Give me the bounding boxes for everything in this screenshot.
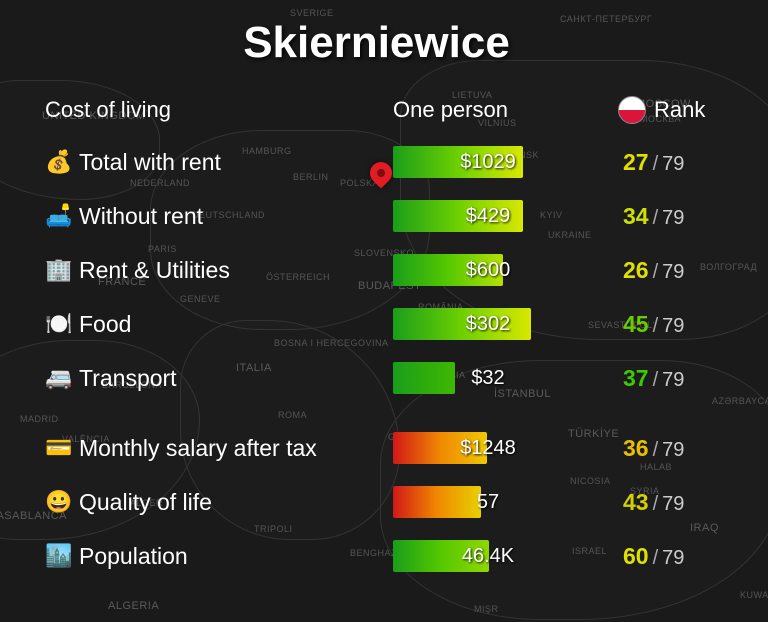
row-bar: $600: [393, 254, 583, 286]
row-bar: $429: [393, 200, 583, 232]
row-rank: 60/79: [623, 543, 684, 570]
rank-total: 79: [662, 493, 684, 516]
row-label: Total with rent: [79, 149, 393, 176]
row-rank: 26/79: [623, 257, 684, 284]
row-icon: 🚐: [45, 365, 79, 391]
header-one-person: One person: [393, 97, 583, 123]
row-label: Food: [79, 311, 393, 338]
rank-total: 79: [662, 261, 684, 284]
row-label: Population: [79, 543, 393, 570]
rank-total: 79: [662, 547, 684, 570]
row-bar: 46.4K: [393, 540, 583, 572]
bar-value: 57: [393, 486, 583, 518]
data-rows: 💰Total with rent$1029 27/79 🛋️Without rent…: [45, 138, 738, 580]
row-label: Monthly salary after tax: [79, 435, 393, 462]
rank-number: 36: [623, 435, 649, 462]
poland-flag-icon: [618, 96, 646, 124]
rank-number: 60: [623, 543, 649, 570]
data-row: 🚐Transport$32 37/79: [45, 354, 738, 402]
map-label: KUWAIT: [740, 590, 768, 600]
row-icon: 😀: [45, 489, 79, 515]
map-label: MIŞR: [474, 604, 499, 614]
infographic-content: Skierniewice Cost of living One person R…: [0, 0, 768, 580]
data-row: 🏢Rent & Utilities$600 26/79: [45, 246, 738, 294]
row-rank: 27/79: [623, 149, 684, 176]
rank-total: 79: [662, 207, 684, 230]
row-bar: $32: [393, 362, 583, 394]
data-row: 🛋️Without rent$429 34/79: [45, 192, 738, 240]
data-row: 🏙️Population46.4K 60/79: [45, 532, 738, 580]
bar-value: $32: [393, 362, 583, 394]
bar-value: $429: [393, 200, 583, 232]
row-rank: 36/79: [623, 435, 684, 462]
row-rank: 37/79: [623, 365, 684, 392]
row-icon: 🏢: [45, 257, 79, 283]
row-label: Rent & Utilities: [79, 257, 393, 284]
rank-total: 79: [662, 153, 684, 176]
data-row: 🍽️Food$302 45/79: [45, 300, 738, 348]
row-rank: 43/79: [623, 489, 684, 516]
row-icon: 💳: [45, 435, 79, 461]
rank-number: 27: [623, 149, 649, 176]
rank-total: 79: [662, 369, 684, 392]
row-icon: 🛋️: [45, 203, 79, 229]
row-bar: $1029: [393, 146, 583, 178]
bar-value: $1029: [393, 146, 583, 178]
data-row: 💳Monthly salary after tax$1248 36/79: [45, 424, 738, 472]
header-rank: Rank: [618, 96, 705, 124]
column-headers: Cost of living One person Rank: [45, 96, 738, 124]
rank-number: 34: [623, 203, 649, 230]
row-rank: 45/79: [623, 311, 684, 338]
rank-total: 79: [662, 439, 684, 462]
row-icon: 🍽️: [45, 311, 79, 337]
rank-number: 26: [623, 257, 649, 284]
rank-number: 37: [623, 365, 649, 392]
row-label: Quality of life: [79, 489, 393, 516]
data-row: 😀Quality of life57 43/79: [45, 478, 738, 526]
map-label: ALGERIA: [108, 600, 159, 612]
bar-value: 46.4K: [393, 540, 583, 572]
rank-number: 45: [623, 311, 649, 338]
row-label: Transport: [79, 365, 393, 392]
bar-value: $1248: [393, 432, 583, 464]
row-icon: 🏙️: [45, 543, 79, 569]
bar-value: $600: [393, 254, 583, 286]
rank-number: 43: [623, 489, 649, 516]
city-title: Skierniewice: [15, 18, 738, 68]
row-bar: $302: [393, 308, 583, 340]
row-bar: 57: [393, 486, 583, 518]
header-cost: Cost of living: [45, 97, 393, 123]
row-label: Without rent: [79, 203, 393, 230]
row-rank: 34/79: [623, 203, 684, 230]
bar-value: $302: [393, 308, 583, 340]
rank-total: 79: [662, 315, 684, 338]
row-bar: $1248: [393, 432, 583, 464]
data-row: 💰Total with rent$1029 27/79: [45, 138, 738, 186]
row-icon: 💰: [45, 149, 79, 175]
